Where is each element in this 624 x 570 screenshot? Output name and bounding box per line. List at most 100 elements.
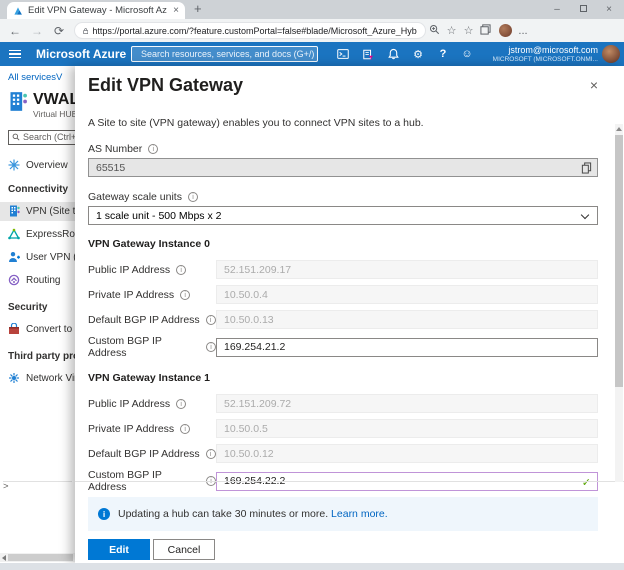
address-bar[interactable]: https://portal.azure.com/?feature.custom… [74,22,426,39]
add-favorite-icon[interactable]: ☆ [463,25,474,37]
gateway-scale-units-value: 1 scale unit - 500 Mbps x 2 [96,209,222,222]
portal-search-input[interactable]: Search resources, services, and docs (G+… [131,46,318,62]
collections-icon[interactable] [477,23,494,38]
window-bottom-edge [0,563,624,570]
default-bgp-label: Default BGP IP Address i [88,314,216,326]
sidebar-item-convert-secured-hub[interactable]: Convert to secured virtual hub [0,320,75,339]
info-tooltip-icon[interactable]: i [205,314,216,325]
learn-more-link[interactable]: Learn more. [331,508,388,520]
sidebar-horizontal-scrollbar[interactable] [0,553,75,562]
sidebar-item-expressroute[interactable]: ExpressRoute [0,225,75,244]
panel-divider [75,481,624,482]
info-tooltip-icon[interactable]: i [180,423,191,434]
instance0-custom-bgp-input-wrap [216,337,598,357]
url-text: https://portal.azure.com/?feature.custom… [92,25,417,36]
sidebar-item-routing[interactable]: Routing [0,271,75,290]
sidebar-item-label: Overview [26,159,68,171]
sidebar-item-label: Convert to secured virtual hub [26,323,75,335]
tab-close-icon[interactable]: × [173,5,179,16]
info-tooltip-icon[interactable]: i [148,144,159,154]
window-maximize-button[interactable] [570,4,596,15]
resource-sidebar: All services > V VWAL Virtual HUB Search (… [0,66,75,563]
sidebar-section-connectivity: Connectivity [8,183,69,195]
instance1-private-ip-field: 10.50.0.5 [216,419,598,438]
instance0-custom-bgp-input[interactable] [224,341,590,353]
as-number-label: AS Number i [88,143,598,155]
default-bgp-label: Default BGP IP Address i [88,448,216,460]
portal-menu-icon[interactable] [0,49,30,59]
edit-button[interactable]: Edit [88,539,150,560]
info-tooltip-icon[interactable]: i [205,448,216,459]
info-text: Updating a hub can take 30 minutes or mo… [118,508,329,520]
settings-gear-icon[interactable]: ⚙ [413,48,423,61]
instance1-public-ip-field: 52.151.209.72 [216,394,598,413]
account-avatar[interactable] [602,45,620,63]
forward-icon[interactable]: → [31,23,43,38]
browser-profile-avatar[interactable] [499,24,512,37]
info-tooltip-icon[interactable]: i [176,398,187,409]
scrollbar-thumb[interactable] [8,554,73,561]
copy-icon[interactable] [581,162,592,177]
as-number-field: 65515 [88,158,598,177]
breadcrumb-all-services[interactable]: All services [8,72,57,83]
sidebar-item-overview[interactable]: Overview [0,156,75,175]
zoom-icon[interactable] [426,24,443,38]
browser-tab[interactable]: Edit VPN Gateway - Microsoft Az × [7,2,185,19]
window-minimize-button[interactable]: – [554,4,560,15]
hub-name: VWAL [33,91,75,108]
azure-brand[interactable]: Microsoft Azure [36,47,127,61]
overview-icon [8,159,20,171]
expressroute-icon [8,228,20,240]
window-close-button[interactable]: × [606,4,612,15]
account-tenant: MICROSOFT (MICROSOFT.ONMI... [492,56,598,64]
instance0-default-bgp-field: 10.50.0.13 [216,310,598,329]
hub-title-block: VWAL Virtual HUB [7,91,75,119]
scrollbar-thumb[interactable] [615,135,623,387]
directory-filter-icon[interactable] [358,42,378,66]
instance1-default-bgp-field: 10.50.0.12 [216,444,598,463]
feedback-smiley-icon[interactable]: ☺ [461,48,473,60]
favorites-icon[interactable]: ☆ [446,25,457,37]
sidebar-item-network-virtual-appliance[interactable]: Network Virtual Appliance [0,369,75,388]
vpn-gateway-icon [10,205,20,217]
sidebar-search-input[interactable]: Search (Ctrl+/) [8,129,75,145]
panel-vertical-scrollbar[interactable] [615,124,623,482]
new-tab-button[interactable]: + [194,1,202,16]
panel-actions: Edit Cancel [88,539,215,560]
sidebar-menu: Overview Connectivity VPN (Site to site)… [0,156,75,388]
gateway-scale-units-select[interactable]: 1 scale unit - 500 Mbps x 2 [88,206,598,225]
info-tooltip-icon[interactable]: i [187,192,198,202]
scroll-up-arrow-icon[interactable] [616,127,622,131]
panel-close-icon[interactable]: × [589,77,598,93]
sidebar-item-label: Routing [26,274,61,286]
panel-description: A Site to site (VPN gateway) enables you… [88,117,424,129]
instance1-title: VPN Gateway Instance 1 [88,372,210,384]
portal-search-placeholder: Search resources, services, and docs (G+… [141,49,315,59]
browser-tab-strip: Edit VPN Gateway - Microsoft Az × + – × [0,0,624,19]
back-icon[interactable]: ← [9,23,21,38]
sidebar-item-user-vpn[interactable]: User VPN (Point to site) [0,248,75,267]
hub-type: Virtual HUB [33,108,75,119]
info-tooltip-icon[interactable]: i [206,342,216,352]
secured-hub-icon [9,323,19,335]
public-ip-label: Public IP Address i [88,398,216,410]
azure-favicon [14,6,22,15]
account-info[interactable]: jstrom@microsoft.com MICROSOFT (MICROSOF… [493,45,598,64]
help-icon[interactable]: ? [439,48,447,60]
cancel-button[interactable]: Cancel [153,539,215,560]
public-ip-label: Public IP Address i [88,264,216,276]
breadcrumb-current[interactable]: V [56,72,63,83]
network-appliance-icon [9,373,19,384]
refresh-icon[interactable]: ⟳ [53,23,65,38]
info-tooltip-icon[interactable]: i [176,264,187,275]
info-tooltip-icon[interactable]: i [180,289,191,300]
scroll-left-arrow-icon[interactable] [2,555,6,561]
browser-menu-icon[interactable]: ... [518,24,528,37]
routing-icon [8,274,20,286]
azure-header: Microsoft Azure Search resources, servic… [0,42,624,66]
notifications-bell-icon[interactable] [383,42,403,66]
cloud-shell-icon[interactable] [333,42,353,66]
instance0-public-ip-field: 52.151.209.17 [216,260,598,279]
sidebar-item-vpn-site-to-site[interactable]: VPN (Site to site) [0,201,75,221]
